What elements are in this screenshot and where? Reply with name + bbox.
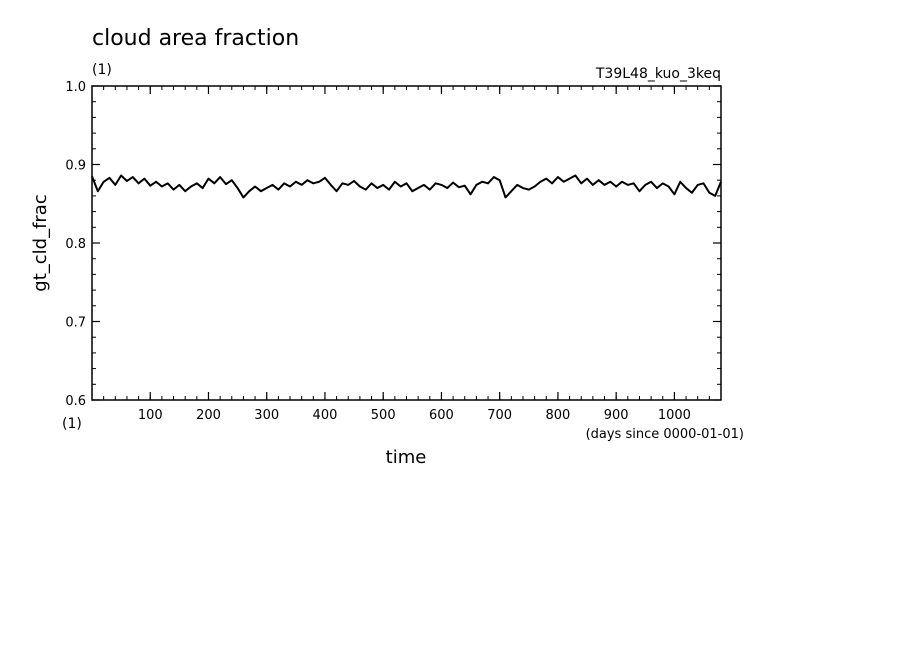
x-tick-label: 600 <box>429 408 454 423</box>
x-tick-label: 200 <box>196 408 221 423</box>
y-tick-label: 0.8 <box>65 237 86 252</box>
x-tick-label: 300 <box>254 408 279 423</box>
x-axis-ticks: 100 200 300 400 500 600 700 800 900 1000 <box>103 86 710 423</box>
plot-frame <box>91 85 722 401</box>
x-axis-label: time <box>386 447 427 468</box>
x-axis-unit: (days since 0000-01-01) <box>586 427 744 442</box>
x-tick-label: 1000 <box>658 408 691 423</box>
y-axis-ticks: 0.6 0.7 0.8 0.9 1.0 <box>65 80 721 409</box>
x-tick-label: 400 <box>313 408 338 423</box>
series-line <box>91 174 722 199</box>
y-tick-label: 0.6 <box>65 394 86 409</box>
y-tick-label: 0.7 <box>65 316 86 331</box>
x-tick-label: 800 <box>546 408 571 423</box>
run-label: T39L48_kuo_3keq <box>595 66 721 82</box>
y-axis-label: gt_cld_frac <box>30 194 51 291</box>
y-tick-label: 1.0 <box>65 80 86 95</box>
y-axis-unit: (1) <box>62 416 82 432</box>
chart-title: cloud area fraction <box>92 26 299 51</box>
y-tick-label: 0.9 <box>65 159 86 174</box>
title-unit: (1) <box>92 62 112 78</box>
x-tick-label: 100 <box>138 408 163 423</box>
x-tick-label: 900 <box>604 408 629 423</box>
x-tick-label: 500 <box>371 408 396 423</box>
x-tick-label: 700 <box>487 408 512 423</box>
